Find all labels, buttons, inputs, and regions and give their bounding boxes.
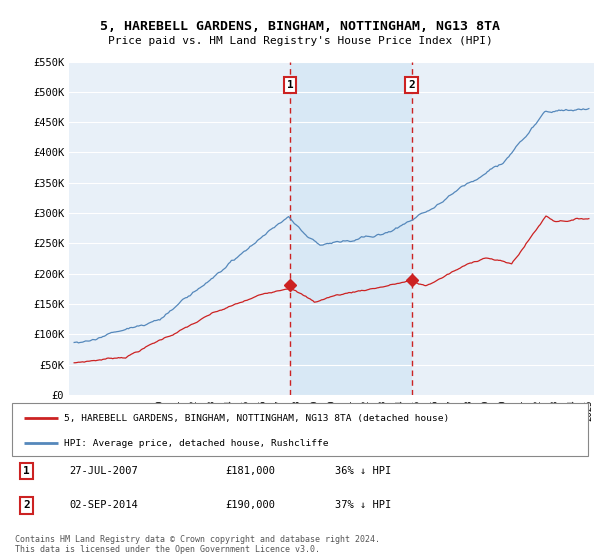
Text: 2: 2	[23, 500, 30, 510]
FancyBboxPatch shape	[12, 403, 588, 456]
Text: 2: 2	[408, 80, 415, 90]
Text: Price paid vs. HM Land Registry's House Price Index (HPI): Price paid vs. HM Land Registry's House …	[107, 36, 493, 46]
Text: 5, HAREBELL GARDENS, BINGHAM, NOTTINGHAM, NG13 8TA: 5, HAREBELL GARDENS, BINGHAM, NOTTINGHAM…	[100, 20, 500, 32]
Text: £190,000: £190,000	[225, 500, 275, 510]
Text: Contains HM Land Registry data © Crown copyright and database right 2024.
This d: Contains HM Land Registry data © Crown c…	[15, 535, 380, 554]
Text: 1: 1	[287, 80, 293, 90]
Text: 02-SEP-2014: 02-SEP-2014	[70, 500, 139, 510]
Text: 1: 1	[23, 466, 30, 476]
Text: 5, HAREBELL GARDENS, BINGHAM, NOTTINGHAM, NG13 8TA (detached house): 5, HAREBELL GARDENS, BINGHAM, NOTTINGHAM…	[64, 414, 449, 423]
Bar	[290, 62, 412, 395]
Text: 36% ↓ HPI: 36% ↓ HPI	[335, 466, 391, 476]
Text: £181,000: £181,000	[225, 466, 275, 476]
Text: HPI: Average price, detached house, Rushcliffe: HPI: Average price, detached house, Rush…	[64, 438, 328, 447]
Text: 27-JUL-2007: 27-JUL-2007	[70, 466, 139, 476]
Text: 37% ↓ HPI: 37% ↓ HPI	[335, 500, 391, 510]
